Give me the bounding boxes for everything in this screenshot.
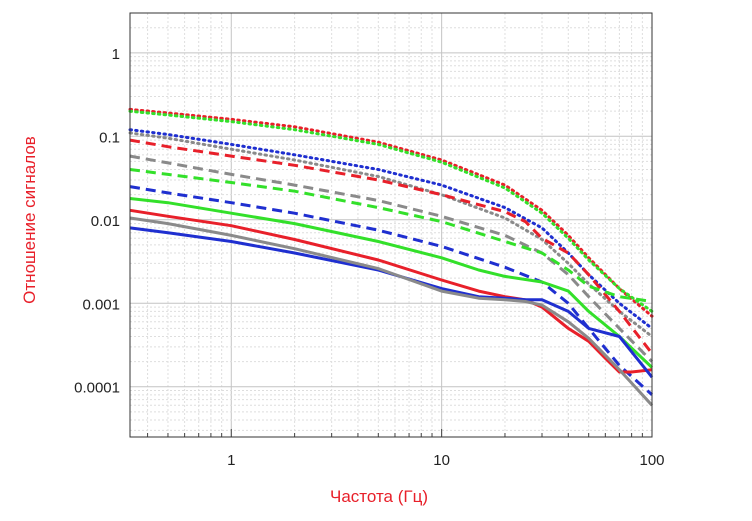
y-tick-label: 0.001 (82, 296, 120, 313)
series-blue-dotted (128, 128, 654, 330)
plot-frame (129, 12, 653, 438)
series-blue-dashed (129, 185, 654, 396)
x-tick-label: 100 (639, 452, 664, 469)
grid (130, 12, 653, 437)
series-green-solid (129, 197, 654, 369)
x-tick-label: 10 (433, 452, 450, 469)
series-layer (128, 107, 654, 407)
y-tick-label: 0.1 (99, 129, 120, 146)
series-gray-dotted (128, 131, 654, 338)
y-tick-label: 0.01 (91, 213, 120, 230)
y-axis-label: Отношение сигналов (20, 136, 39, 304)
x-tick-label: 1 (227, 452, 235, 469)
series-blue-solid (129, 226, 654, 379)
series-green-dashed (129, 168, 653, 303)
y-tick-label: 1 (112, 46, 120, 63)
series-gray-dashed (129, 154, 654, 363)
y-axis-label-wrap: Отношение сигналов (18, 80, 42, 360)
y-tick-label: 0.0001 (74, 380, 120, 397)
tick-labels: 1 10 100 1 0.1 0.01 0.001 0.0001 (74, 46, 664, 469)
series-red-dashed (129, 138, 654, 355)
x-axis-label: Частота (Гц) (330, 487, 428, 506)
series-green-dotted (128, 109, 654, 313)
series-gray-solid (129, 216, 654, 407)
